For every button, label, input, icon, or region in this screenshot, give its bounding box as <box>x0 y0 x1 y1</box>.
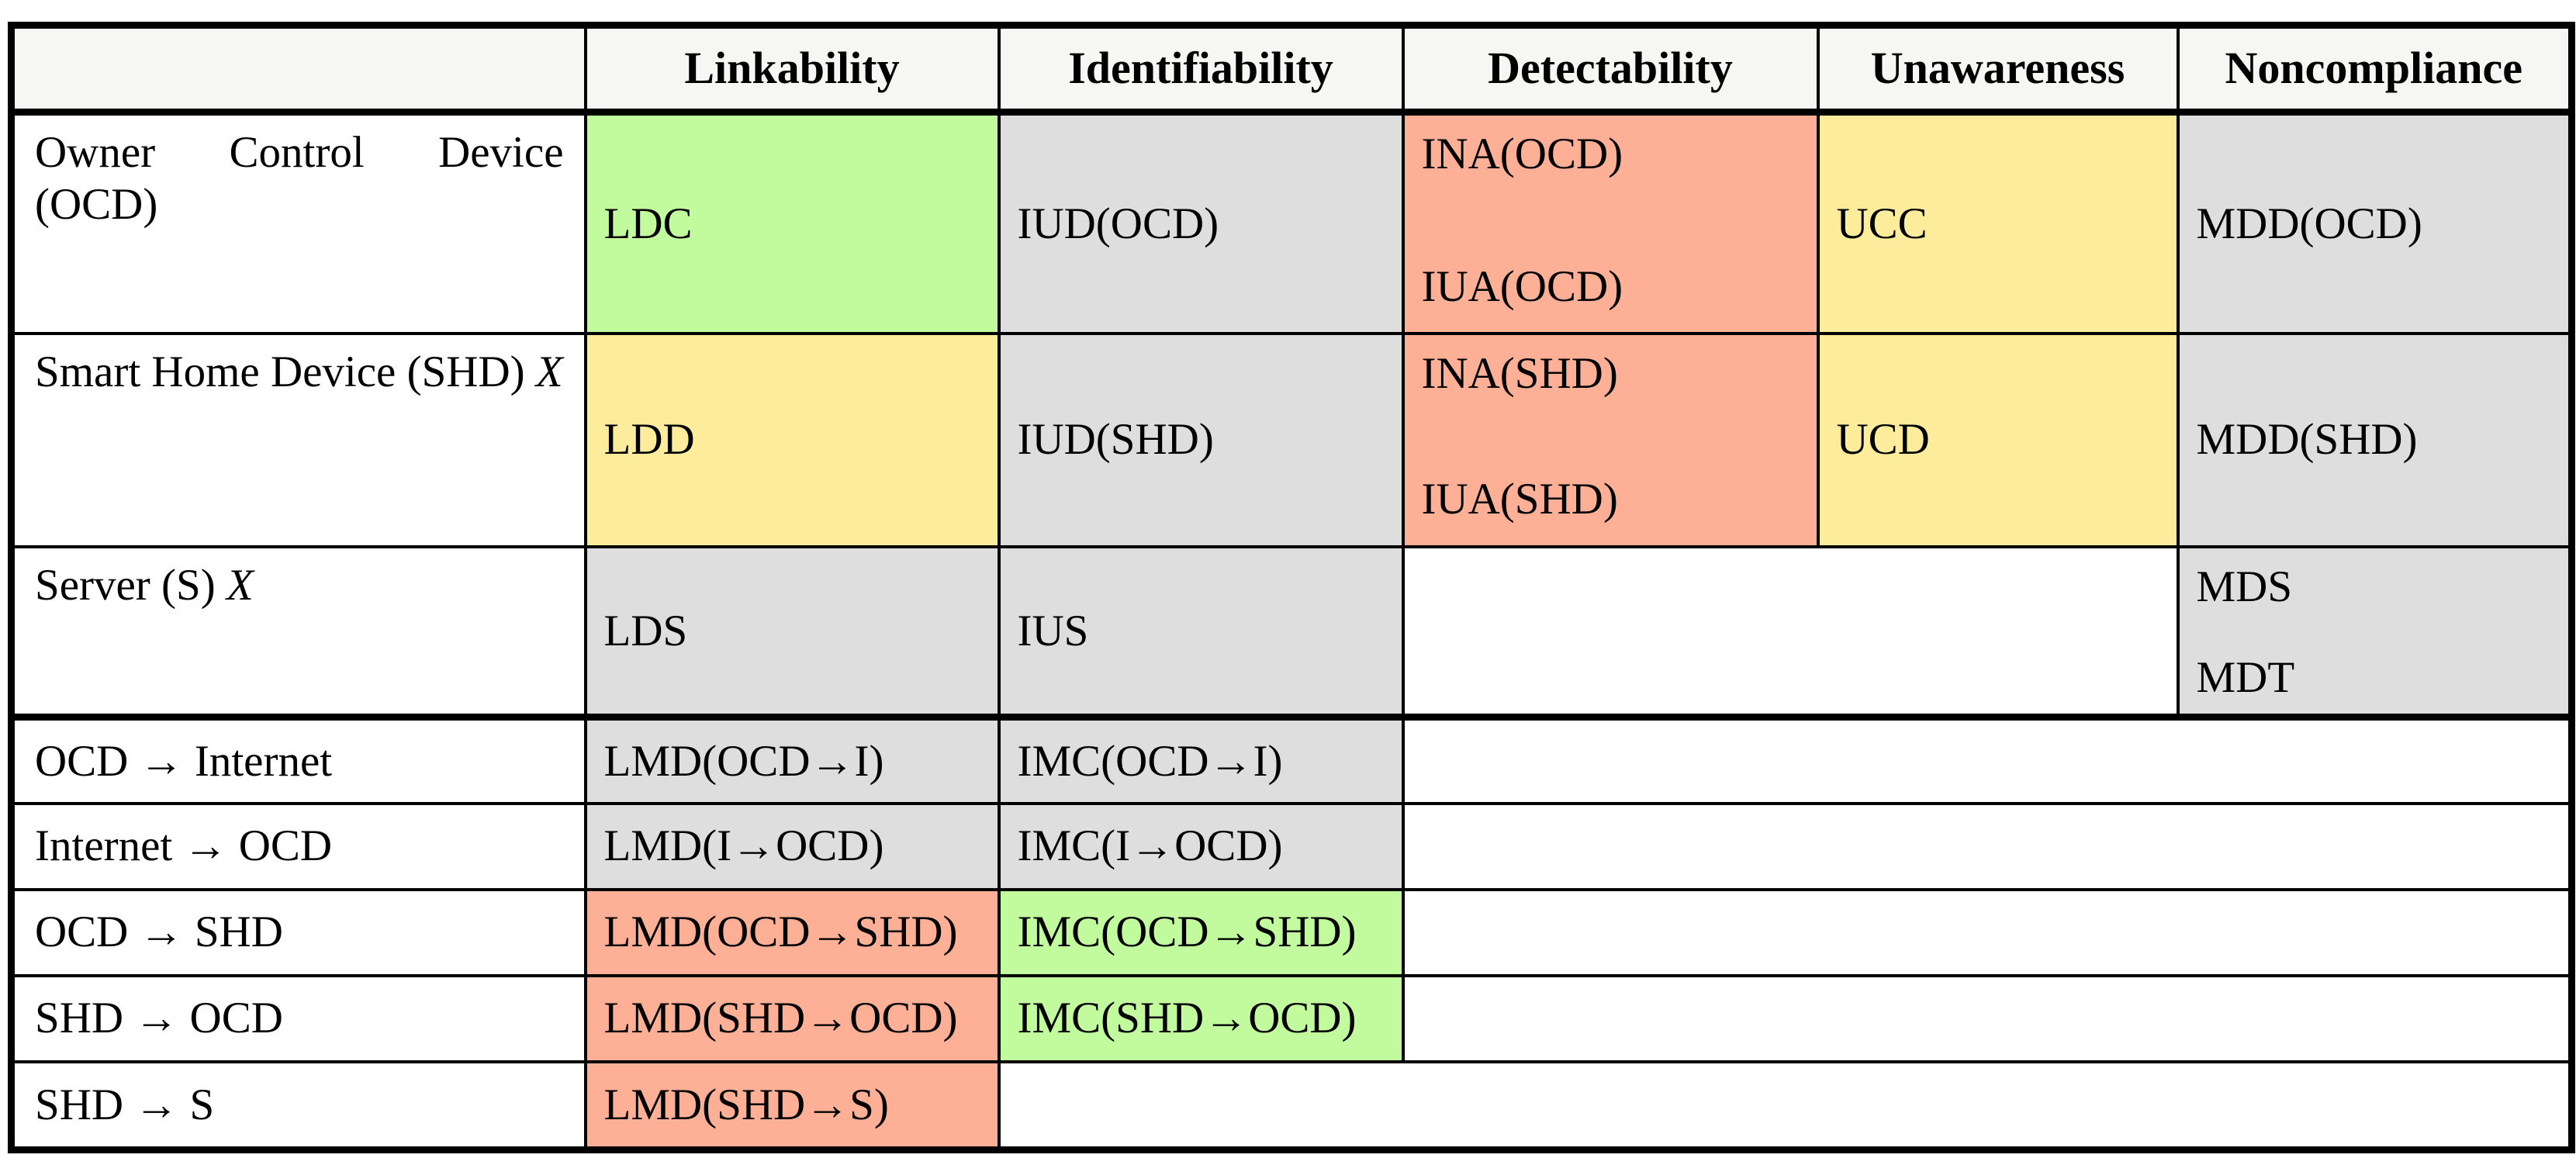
cell-ocd-shd-identifiability: IMC(OCD→SHD) <box>997 887 1405 977</box>
cell-ocd-unawareness: UCC <box>1816 110 2180 335</box>
entity-variable: X <box>226 560 254 610</box>
row-label-ocd-to-internet: OCD → Internet <box>9 715 587 805</box>
threat-code: INA(SHD) <box>1421 348 1618 398</box>
row-label-internet-to-ocd: Internet → OCD <box>9 801 587 891</box>
row-ocd-to-shd: OCD → SHD LMD(OCD→SHD) IMC(OCD→SHD) <box>9 887 2574 977</box>
entity-variable: X <box>535 347 563 396</box>
cell-server-linkability: LDS <box>583 544 1001 721</box>
row-shd-to-ocd: SHD → OCD LMD(SHD→OCD) IMC(SHD→OCD) <box>9 973 2574 1063</box>
cell-ocd-internet-identifiability: IMC(OCD→I) <box>997 715 1405 805</box>
cell-ocd-shd-linkability: LMD(OCD→SHD) <box>583 887 1001 977</box>
row-label-shd-to-ocd: SHD → OCD <box>9 973 587 1063</box>
row-internet-to-ocd: Internet → OCD LMD(I→OCD) IMC(I→OCD) <box>9 801 2574 891</box>
column-header-unawareness: Unawareness <box>1816 23 2180 116</box>
row-label-shd: Smart Home Device (SHD) X <box>9 331 587 548</box>
threat-code: IUA(OCD) <box>1421 261 1623 311</box>
cell-internet-ocd-linkability: LMD(I→OCD) <box>583 801 1001 891</box>
cell-shd-ocd-linkability: LMD(SHD→OCD) <box>583 973 1001 1063</box>
cell-ocd-detectability: INA(OCD) IUA(OCD) <box>1401 110 1820 335</box>
corner-cell <box>9 23 587 116</box>
column-header-linkability: Linkability <box>583 23 1001 116</box>
entity-name: Smart Home Device (SHD) <box>35 347 536 396</box>
cell-ocd-identifiability: IUD(OCD) <box>997 110 1405 335</box>
cell-shd-noncompliance: MDD(SHD) <box>2176 331 2574 548</box>
cell-shd-ocd-identifiability: IMC(SHD→OCD) <box>997 973 1405 1063</box>
empty-cell <box>1401 973 2574 1063</box>
row-shd: Smart Home Device (SHD) X LDD IUD(SHD) I… <box>9 331 2574 548</box>
cell-shd-linkability: LDD <box>583 331 1001 548</box>
column-header-detectability: Detectability <box>1401 23 1820 116</box>
row-label-shd-to-s: SHD → S <box>9 1060 587 1152</box>
empty-cell <box>1401 887 2574 977</box>
cell-ocd-internet-linkability: LMD(OCD→I) <box>583 715 1001 805</box>
empty-cell <box>1401 801 2574 891</box>
empty-cell-server-detect-unaware <box>1401 544 2180 721</box>
privacy-threat-table: Linkability Identifiability Detectabilit… <box>8 22 2575 1153</box>
row-label-ocd-to-shd: OCD → SHD <box>9 887 587 977</box>
row-ocd-to-internet: OCD → Internet LMD(OCD→I) IMC(OCD→I) <box>9 715 2574 805</box>
entity-name: Owner Control Device (OCD) <box>35 128 564 230</box>
empty-cell <box>997 1060 2574 1152</box>
empty-cell <box>1401 715 2574 805</box>
entity-name: Server (S) <box>35 560 226 610</box>
cell-server-noncompliance: MDS MDT <box>2176 544 2574 721</box>
row-ocd: Owner Control Device (OCD) LDC IUD(OCD) … <box>9 110 2574 335</box>
cell-shd-detectability: INA(SHD) IUA(SHD) <box>1401 331 1820 548</box>
cell-shd-identifiability: IUD(SHD) <box>997 331 1405 548</box>
row-shd-to-s: SHD → S LMD(SHD→S) <box>9 1060 2574 1152</box>
cell-ocd-linkability: LDC <box>583 110 1001 335</box>
column-header-noncompliance: Noncompliance <box>2176 23 2574 116</box>
cell-shd-s-linkability: LMD(SHD→S) <box>583 1060 1001 1152</box>
cell-ocd-noncompliance: MDD(OCD) <box>2176 110 2574 335</box>
threat-code: INA(OCD) <box>1421 130 1623 178</box>
cell-shd-unawareness: UCD <box>1816 331 2180 548</box>
header-row: Linkability Identifiability Detectabilit… <box>9 23 2574 116</box>
cell-server-identifiability: IUS <box>997 544 1405 721</box>
row-label-ocd: Owner Control Device (OCD) <box>9 110 587 335</box>
threat-code: MDT <box>2196 652 2295 702</box>
row-label-server: Server (S) X <box>9 544 587 721</box>
row-server: Server (S) X LDS IUS MDS MDT <box>9 544 2574 721</box>
column-header-identifiability: Identifiability <box>997 23 1405 116</box>
threat-code: IUA(SHD) <box>1421 475 1618 524</box>
threat-code: MDS <box>2196 562 2293 611</box>
cell-internet-ocd-identifiability: IMC(I→OCD) <box>997 801 1405 891</box>
